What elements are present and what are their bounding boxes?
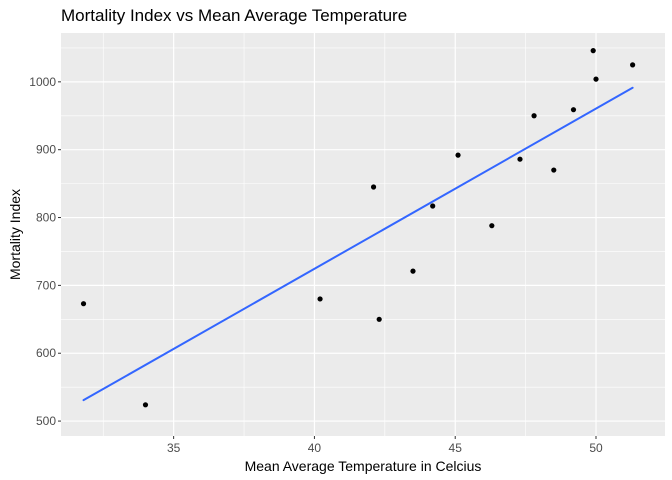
trend-layer: [82, 86, 634, 402]
x-tick-label: 50: [589, 441, 603, 455]
major-gridlines: [61, 33, 665, 436]
y-tick-label: 600: [36, 346, 56, 360]
chart-title: Mortality Index vs Mean Average Temperat…: [61, 6, 408, 25]
data-point: [517, 156, 523, 162]
y-axis-title: Mortality Index: [7, 189, 23, 280]
data-point: [370, 184, 377, 190]
data-point: [590, 48, 596, 54]
y-tick-label: 700: [36, 278, 56, 292]
minor-gridlines: [61, 33, 665, 436]
y-tick-label: 900: [36, 143, 56, 157]
data-point: [410, 268, 416, 274]
data-point: [80, 301, 87, 307]
data-point: [593, 76, 599, 82]
x-axis-title: Mean Average Temperature in Celcius: [245, 458, 482, 474]
x-tick-label: 40: [308, 441, 322, 455]
y-tick-label: 1000: [29, 75, 56, 89]
data-point: [630, 62, 636, 68]
y-tick-label: 800: [36, 211, 56, 225]
trend-line: [82, 86, 634, 402]
axis-ticks: [58, 81, 597, 439]
y-tick-label: 500: [36, 414, 56, 428]
tick-labels: 35 40 45 50 500 600 700 800 900 1000: [29, 75, 603, 455]
data-point: [430, 203, 436, 209]
data-point: [570, 107, 577, 113]
data-point: [142, 402, 149, 408]
plot-panel: [61, 33, 665, 436]
data-point: [317, 296, 323, 302]
data-point: [455, 152, 461, 158]
x-tick-label: 35: [167, 441, 181, 455]
data-point: [551, 167, 557, 173]
data-point: [489, 223, 495, 229]
data-point: [376, 316, 382, 322]
x-tick-label: 45: [449, 441, 463, 455]
data-point: [531, 113, 537, 119]
data-points: [80, 48, 636, 408]
